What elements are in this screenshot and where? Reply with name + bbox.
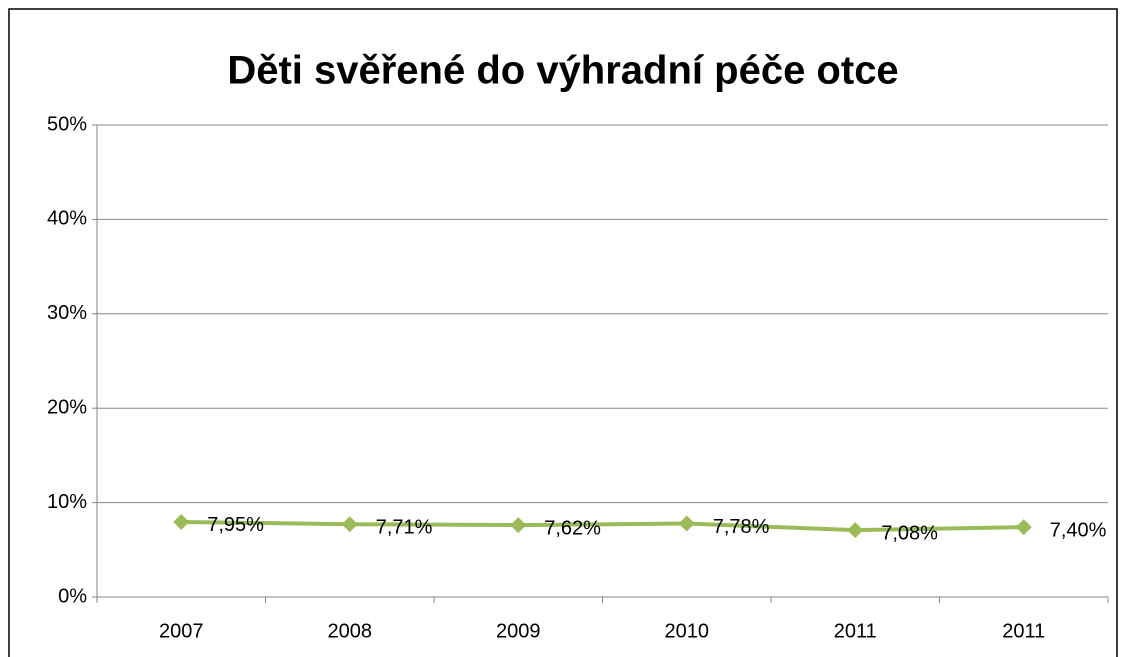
y-tick-label: 20% [47,396,87,418]
x-tick-label: 2011 [834,620,877,642]
data-marker [173,513,190,530]
y-tick-label: 30% [47,302,87,324]
data-line [181,519,1024,533]
data-label: 7,40% [1050,519,1107,541]
x-tick-label: 2010 [665,620,710,642]
data-marker [1015,519,1032,536]
x-tick-label: 2009 [496,620,541,642]
y-tick-label: 10% [47,491,87,513]
data-label: 7,71% [376,516,433,538]
y-tick-label: 40% [47,208,87,230]
data-label: 7,08% [881,522,938,544]
x-tick-label: 2007 [159,620,204,642]
data-label: 7,78% [713,516,770,538]
x-tick-label: 2008 [328,620,373,642]
data-marker [341,516,358,533]
data-label: 7,95% [207,514,264,536]
y-tick-label: 50% [47,113,87,135]
chart-title: Děti svěřené do výhradní péče otce [227,49,898,93]
x-tick-label: 2011 [1002,620,1045,642]
data-marker [847,522,864,539]
data-label: 7,62% [544,517,601,539]
chart-border [8,8,1118,657]
data-marker [510,517,527,534]
data-marker [678,515,695,532]
y-tick-label: 0% [58,585,87,607]
